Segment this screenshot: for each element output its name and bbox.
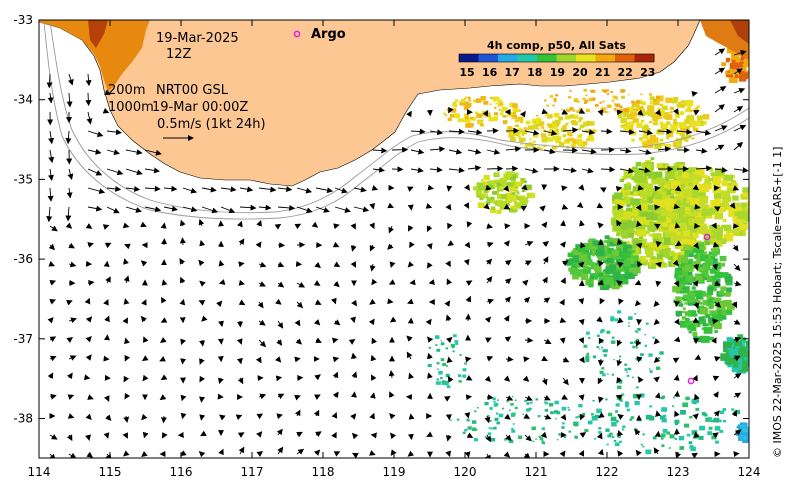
colorbar-tick-label: 23 bbox=[640, 66, 655, 79]
x-tick-label: 117 bbox=[241, 465, 264, 479]
colorbar-swatch bbox=[517, 54, 538, 62]
x-tick-label: 119 bbox=[383, 465, 406, 479]
y-tick-label: -35 bbox=[13, 172, 33, 186]
argo-legend-label: Argo bbox=[311, 27, 346, 42]
colorbar bbox=[458, 53, 655, 63]
east-corner-hot bbox=[730, 20, 749, 44]
contour-200-label: 200m bbox=[108, 83, 145, 98]
west-coast-warm-band bbox=[39, 20, 150, 92]
x-tick-label: 114 bbox=[28, 465, 51, 479]
colorbar-title: 4h comp, p50, All Sats bbox=[487, 39, 626, 52]
x-tick-label: 116 bbox=[170, 465, 193, 479]
y-tick-label: -33 bbox=[13, 13, 33, 27]
scale-label: 0.5m/s (1kt 24h) bbox=[157, 117, 266, 132]
colorbar-tick-label: 22 bbox=[618, 66, 633, 79]
x-tick-label: 118 bbox=[312, 465, 335, 479]
x-tick-label: 115 bbox=[99, 465, 122, 479]
colorbar-swatch bbox=[478, 54, 499, 62]
colorbar-tick-label: 16 bbox=[482, 66, 498, 79]
y-tick-label: -34 bbox=[13, 93, 33, 107]
sst-patches bbox=[427, 44, 749, 455]
colorbar-swatch bbox=[615, 54, 635, 62]
colorbar-tick-label: 21 bbox=[595, 66, 610, 79]
y-tick-label: -37 bbox=[13, 332, 33, 346]
x-tick-label: 121 bbox=[525, 465, 548, 479]
argo-float[interactable] bbox=[703, 233, 711, 241]
x-tick-label: 124 bbox=[738, 465, 761, 479]
colorbar-swatch bbox=[595, 54, 616, 62]
colorbar-tick-label: 17 bbox=[505, 66, 520, 79]
product-label: NRT00 GSL bbox=[156, 83, 229, 98]
y-tick-label: -36 bbox=[13, 252, 33, 266]
date-label: 19-Mar-2025 bbox=[156, 31, 239, 46]
colorbar-swatch bbox=[459, 54, 479, 62]
y-axis: -33 -34 -35 -36 -37 -38 bbox=[13, 13, 749, 426]
colorbar-swatch bbox=[537, 54, 557, 62]
colorbar-ticks: 15 16 17 18 19 20 21 22 23 bbox=[459, 66, 655, 79]
bathymetry-contours bbox=[43, 21, 749, 220]
colorbar-swatch bbox=[556, 54, 577, 62]
product-time-label: 19-Mar 00:00Z bbox=[152, 100, 248, 115]
x-tick-label: 123 bbox=[667, 465, 690, 479]
west-coast-hot-band bbox=[88, 20, 108, 48]
argo-float[interactable] bbox=[687, 377, 695, 385]
colorbar-tick-label: 19 bbox=[550, 66, 565, 79]
y-tick-label: -38 bbox=[13, 412, 33, 426]
colorbar-swatch bbox=[634, 54, 655, 62]
x-axis: 114115116117118119120121122123124125 bbox=[28, 20, 761, 479]
contour-1000-label: 1000m bbox=[108, 100, 154, 115]
colorbar-tick-label: 18 bbox=[527, 66, 542, 79]
colorbar-tick-label: 20 bbox=[572, 66, 588, 79]
argo-legend-icon bbox=[293, 30, 301, 38]
colorbar-tick-label: 15 bbox=[459, 66, 474, 79]
x-tick-label: 120 bbox=[454, 465, 477, 479]
x-tick-label: 122 bbox=[596, 465, 619, 479]
colorbar-swatch bbox=[576, 54, 596, 62]
time-label: 12Z bbox=[166, 47, 192, 62]
plot-area bbox=[39, 20, 749, 458]
colorbar-swatch bbox=[498, 54, 518, 62]
current-vectors bbox=[46, 48, 749, 458]
credit-text: © IMOS 22-Mar-2025 15:53 Hobart; Tscale=… bbox=[771, 147, 784, 458]
